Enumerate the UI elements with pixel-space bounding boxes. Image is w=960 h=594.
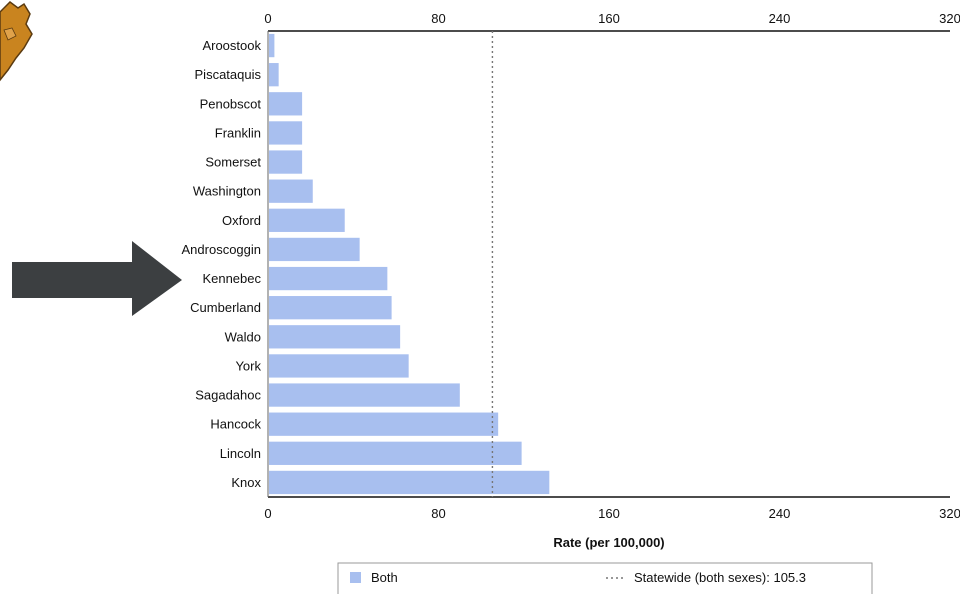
bar-washington [269, 179, 313, 203]
bar-aroostook [269, 33, 275, 58]
bottom-tick-label: 240 [769, 506, 791, 521]
right-arrow-icon [12, 241, 182, 316]
category-label-piscataquis: Piscataquis [195, 67, 262, 82]
bar-kennebec [269, 266, 388, 291]
bottom-tick-label: 320 [939, 506, 960, 521]
bar-somerset [269, 150, 303, 174]
x-axis-title: Rate (per 100,000) [553, 535, 664, 550]
bar-hancock [269, 412, 499, 436]
top-tick-label: 0 [264, 11, 271, 26]
category-label-hancock: Hancock [210, 417, 261, 432]
category-label-franklin: Franklin [215, 125, 261, 140]
category-labels: Aroostook Piscataquis Penobscot Franklin Som… [182, 38, 262, 490]
bar-cumberland [269, 296, 392, 320]
bar-york [269, 354, 409, 378]
top-tick-label: 80 [431, 11, 445, 26]
category-label-york: York [235, 358, 261, 373]
legend-swatch-both [350, 572, 361, 583]
top-tick-labels: 0 80 160 240 320 [264, 11, 960, 26]
bottom-tick-labels: 0 80 160 240 320 [264, 506, 960, 521]
category-label-kennebec: Kennebec [202, 271, 261, 286]
bar-piscataquis [269, 63, 279, 87]
legend-label-both: Both [371, 570, 398, 585]
top-tick-label: 240 [769, 11, 791, 26]
bar-oxford [269, 208, 345, 232]
category-label-knox: Knox [231, 475, 261, 490]
bar-franklin [269, 121, 303, 145]
bottom-tick-label: 160 [598, 506, 620, 521]
bar-waldo [269, 325, 401, 349]
bar-knox [269, 470, 550, 495]
category-label-cumberland: Cumberland [190, 300, 261, 315]
bar-sagadahoc [269, 383, 460, 407]
legend: Both Statewide (both sexes): 105.3 [337, 562, 873, 594]
category-label-oxford: Oxford [222, 213, 261, 228]
category-label-penobscot: Penobscot [200, 96, 262, 111]
category-label-androscoggin: Androscoggin [182, 242, 262, 257]
category-label-sagadahoc: Sagadahoc [195, 388, 261, 403]
maine-map-icon [0, 1, 33, 82]
bars-group [269, 33, 550, 495]
category-label-washington: Washington [193, 184, 261, 199]
top-tick-label: 160 [598, 11, 620, 26]
category-label-waldo: Waldo [225, 329, 261, 344]
category-label-somerset: Somerset [205, 155, 261, 170]
category-label-lincoln: Lincoln [220, 446, 261, 461]
top-tick-label: 320 [939, 11, 960, 26]
bottom-tick-label: 0 [264, 506, 271, 521]
bar-penobscot [269, 92, 303, 116]
bar-lincoln [269, 441, 522, 465]
legend-frame [337, 562, 873, 594]
category-label-aroostook: Aroostook [202, 38, 261, 53]
bar-androscoggin [269, 237, 360, 262]
bottom-tick-label: 80 [431, 506, 445, 521]
legend-label-statewide: Statewide (both sexes): 105.3 [634, 570, 806, 585]
axes [267, 30, 950, 498]
